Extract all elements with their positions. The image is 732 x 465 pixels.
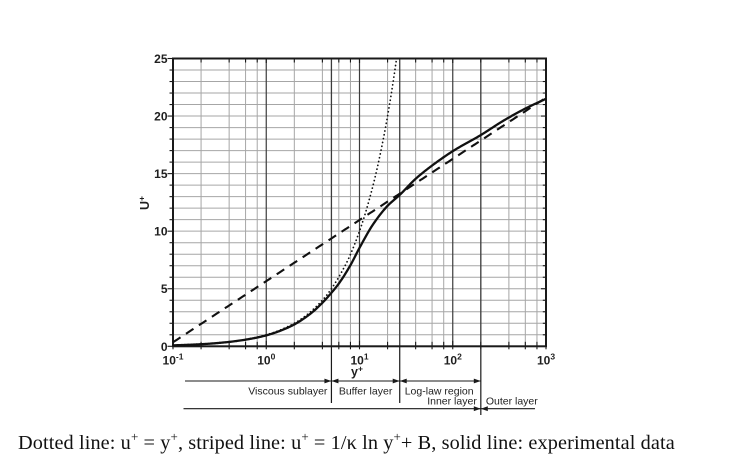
caption-superscript: + [393,429,401,445]
x-tick-label: 102 [444,352,462,368]
y-tick-labels: 0 5 10 15 20 25 [154,52,168,354]
arrowhead [392,378,400,384]
y-tick-label: 15 [154,167,168,181]
region-label: Inner layer [427,396,477,408]
x-axis-title: y+ [351,364,363,380]
arrowhead [331,378,339,384]
y-tick-label: 10 [154,225,168,239]
caption-text: = y [138,432,171,454]
arrowhead [480,406,488,412]
caption-superscript: + [130,429,139,445]
caption-text: , striped line: u [177,432,302,454]
region-annotations: Viscous sublayer Buffer layer Log-law regi… [183,346,538,415]
arrowhead [473,378,481,384]
arrowhead [473,406,481,412]
axis-ticks [167,57,547,350]
x-tick-label: 100 [257,352,275,368]
region-label: Log-law region [405,386,474,398]
arrowhead [399,378,407,384]
region-separator-lines [330,58,482,347]
y-tick-label: 20 [154,110,168,124]
figure-caption: Dotted line: u+ = y+, striped line: u+ =… [18,430,732,454]
caption-text: Dotted line: u [18,432,131,454]
series-dotted [172,57,398,346]
caption-superscript: + [170,429,178,445]
region-label: Viscous sublayer [248,386,328,398]
region-label: Buffer layer [339,386,393,398]
series-dashed [172,96,547,344]
y-tick-label: 5 [161,282,168,296]
x-tick-label: 10-1 [163,352,184,368]
y-tick-label: 0 [161,340,168,354]
plot-frame [172,57,547,348]
x-tick-labels: 10-1 100 101 102 103 [163,352,556,368]
arrowhead [324,378,332,384]
series-solid [172,97,547,347]
caption-text: = 1/κ ln y [308,432,394,454]
x-tick-label: 103 [537,352,555,368]
caption-text: + B, solid line: experimental data [400,432,675,454]
region-label: Outer layer [486,396,538,408]
y-axis-title: U+ [137,196,153,210]
grid-major [265,58,454,347]
y-tick-label: 25 [154,52,168,66]
x-tick-label: 101 [350,352,368,368]
curves [172,57,547,347]
caption-superscript: + [301,429,309,445]
